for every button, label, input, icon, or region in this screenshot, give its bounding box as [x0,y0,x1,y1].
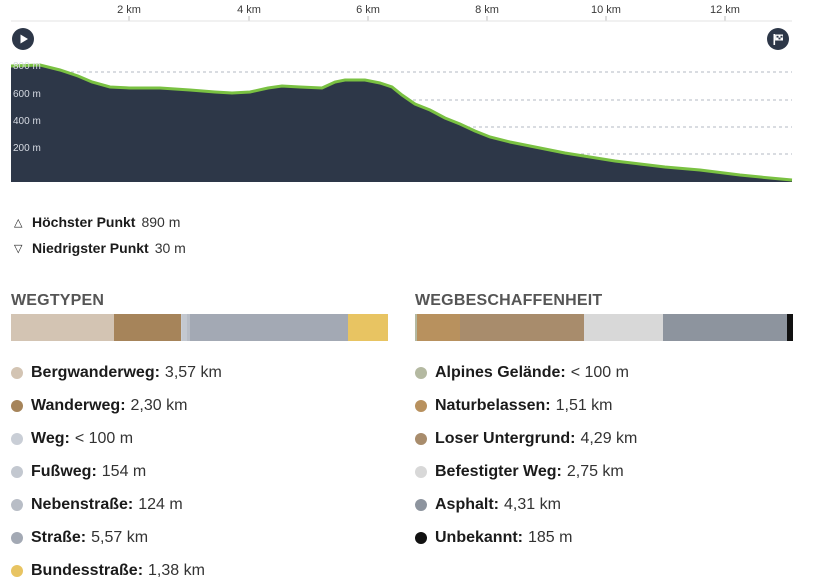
color-dot-icon [415,498,427,511]
legend-amount: < 100 m [570,363,629,381]
color-dot-icon [415,531,427,544]
wegbeschaffenheit-title: WEGBESCHAFFENHEIT [415,292,603,309]
km-label: 12 km [710,4,740,16]
elevation-profile[interactable]: 2 km 4 km 6 km 8 km 10 km 12 km 800 m 600 m 400… [0,0,817,190]
highest-point-label: Höchster Punkt [32,214,136,230]
color-dot-icon [11,531,23,544]
down-triangle-icon: ▽ [14,242,23,255]
elevation-line [10,63,793,182]
elevation-area [11,65,792,182]
km-label: 8 km [475,4,499,16]
color-dot-icon [11,465,23,478]
elevation-label: 400 m [13,116,41,127]
wegbeschaffenheit-legend-item[interactable]: Unbekannt: 185 m [415,521,637,554]
legend-amount: 1,38 km [148,561,205,579]
legend-amount: 2,75 km [566,462,624,480]
wegtypen-legend-item[interactable]: Wanderweg: 2,30 km [11,389,222,422]
lowest-point-row: ▽ Niedrigster Punkt 30 m [14,240,186,256]
color-dot-icon [11,366,23,379]
color-dot-icon [11,399,23,412]
legend-amount: < 100 m [74,429,134,447]
wegtypen-legend: Bergwanderweg: 3,57 km Wanderweg: 2,30 km We… [11,356,222,579]
legend-amount: 1,51 km [555,396,613,414]
legend-amount: 5,57 km [91,528,149,546]
legend-label: Fußweg: [31,462,97,480]
wegbeschaffenheit-legend-item[interactable]: Alpines Gelände: < 100 m [415,356,637,389]
legend-label: Bundesstraße: [31,561,144,579]
color-dot-icon [415,399,427,412]
legend-label: Asphalt: [435,495,499,513]
lowest-point-label: Niedrigster Punkt [32,240,149,256]
wegbeschaffenheit-bar-segment[interactable] [662,314,787,341]
up-triangle-icon: △ [14,216,23,229]
legend-amount: 2,30 km [130,396,188,414]
wegtypen-bar[interactable] [11,314,388,341]
wegbeschaffenheit-legend-item[interactable]: Loser Untergrund: 4,29 km [415,422,637,455]
legend-label: Bergwanderweg: [31,363,160,381]
color-dot-icon [415,465,427,478]
flag-icon[interactable] [767,28,789,50]
legend-label: Unbekannt: [435,528,523,546]
wegtypen-bar-segment[interactable] [182,314,187,341]
km-label: 4 km [237,4,261,16]
color-dot-icon [11,432,23,445]
km-label: 10 km [591,4,621,16]
elevation-axis: 800 m 600 m 400 m 200 m [13,61,41,154]
distance-axis: 2 km 4 km 6 km 8 km 10 km 12 km [11,4,792,22]
wegtypen-legend-item[interactable]: Weg: < 100 m [11,422,222,455]
wegbeschaffenheit-bar[interactable] [415,314,793,341]
play-icon[interactable] [12,28,34,50]
legend-amount: 4,29 km [580,429,638,447]
legend-label: Straße: [31,528,87,546]
wegtypen-bar-segment[interactable] [180,314,183,341]
km-label: 2 km [117,4,141,16]
legend-label: Loser Untergrund: [435,429,576,447]
legend-amount: 4,31 km [504,495,561,513]
km-label: 6 km [356,4,380,16]
wegtypen-legend-item[interactable]: Bergwanderweg: 3,57 km [11,356,222,389]
wegtypen-bar-segment[interactable] [348,314,388,341]
wegbeschaffenheit-legend-item[interactable]: Befestigter Weg: 2,75 km [415,455,637,488]
color-dot-icon [415,366,427,379]
legend-amount: 185 m [528,528,573,546]
legend-label: Naturbelassen: [435,396,551,414]
legend-amount: 124 m [138,495,183,513]
legend-label: Befestigter Weg: [435,462,562,480]
wegtypen-legend-item[interactable]: Nebenstraße: 124 m [11,488,222,521]
wegtypen-bar-segment[interactable] [190,314,348,341]
legend-label: Wanderweg: [31,396,126,414]
wegbeschaffenheit-bar-segment[interactable] [786,314,793,341]
wegtypen-legend-item[interactable]: Straße: 5,57 km [11,521,222,554]
highest-point-value: 890 m [141,214,181,230]
color-dot-icon [11,498,23,511]
wegtypen-bar-segment[interactable] [11,314,115,341]
wegbeschaffenheit-legend: Alpines Gelände: < 100 m Naturbelassen: 1,5… [415,356,637,554]
legend-label: Weg: [31,429,70,447]
color-dot-icon [415,432,427,445]
wegbeschaffenheit-bar-segment[interactable] [415,314,417,341]
wegtypen-bar-segment[interactable] [186,314,191,341]
highest-point-row: △ Höchster Punkt 890 m [14,214,180,230]
elevation-label: 800 m [13,61,41,72]
wegbeschaffenheit-bar-segment[interactable] [583,314,663,341]
wegbeschaffenheit-legend-item[interactable]: Asphalt: 4,31 km [415,488,637,521]
elevation-label: 600 m [13,89,41,100]
legend-amount: 154 m [101,462,147,480]
wegbeschaffenheit-bar-segment[interactable] [460,314,584,341]
wegtypen-title: WEGTYPEN [11,292,105,309]
wegtypen-legend-item[interactable]: Fußweg: 154 m [11,455,222,488]
wegbeschaffenheit-bar-segment[interactable] [416,314,461,341]
legend-amount: 3,57 km [164,363,222,381]
wegbeschaffenheit-legend-item[interactable]: Naturbelassen: 1,51 km [415,389,637,422]
legend-label: Alpines Gelände: [435,363,566,381]
elevation-label: 200 m [13,143,41,154]
wegtypen-bar-segment[interactable] [114,314,181,341]
lowest-point-value: 30 m [154,240,186,256]
legend-label: Nebenstraße: [31,495,134,513]
color-dot-icon [11,564,23,577]
wegtypen-legend-item[interactable]: Bundesstraße: 1,38 km [11,554,222,579]
